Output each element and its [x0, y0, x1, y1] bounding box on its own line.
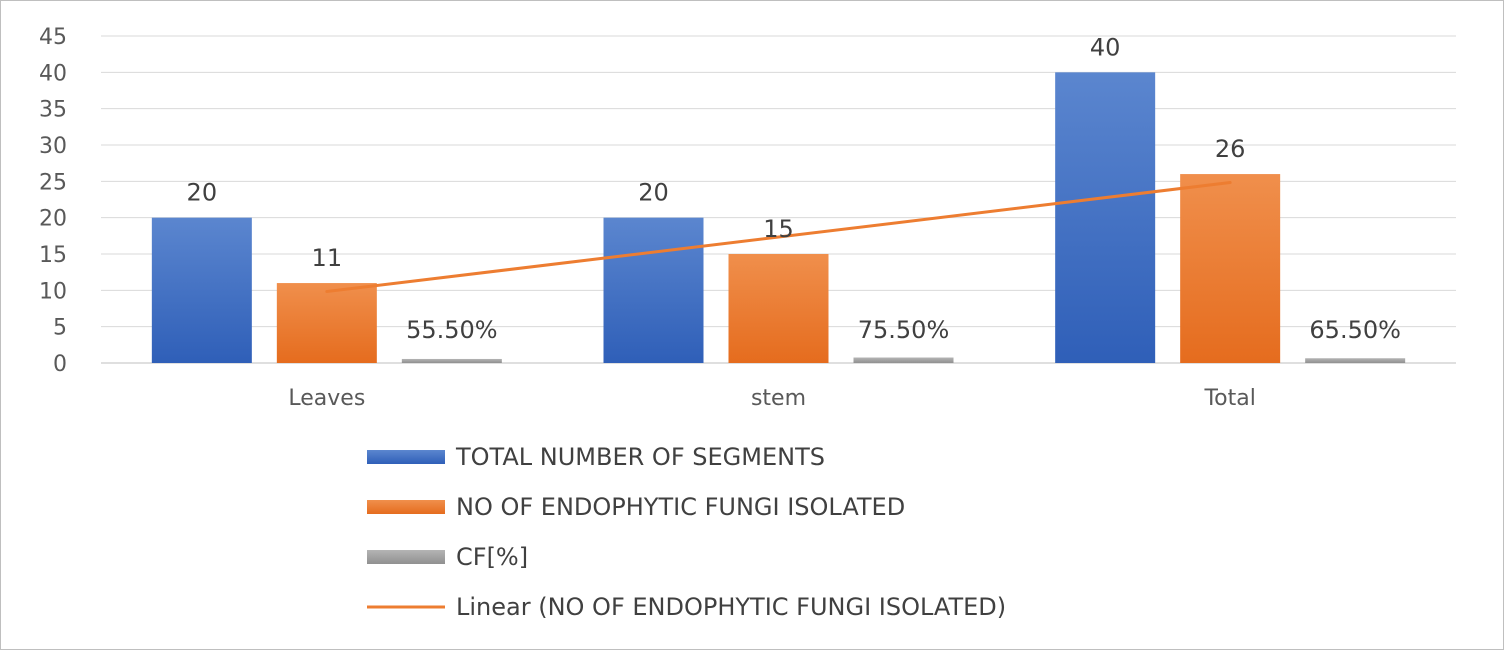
x-tick-label-leaves: Leaves: [288, 386, 365, 411]
x-axis-category-labels: Leaves stem Total: [288, 386, 1255, 411]
y-tick-label-0: 0: [53, 352, 67, 377]
bar-cf-stem: [853, 357, 954, 363]
data-label-no-of-endophytic-fungi-isolated-leaves: 11: [312, 244, 343, 272]
legend-label-3: CF[%]: [456, 543, 528, 571]
legend-label-2: NO OF ENDOPHYTIC FUNGI ISOLATED: [456, 493, 905, 521]
y-tick-label-35: 35: [39, 98, 67, 123]
y-tick-label-25: 25: [39, 170, 67, 195]
legend: TOTAL NUMBER OF SEGMENTS NO OF ENDOPHYTIC…: [367, 443, 1006, 621]
y-tick-label-10: 10: [39, 279, 67, 304]
y-tick-label-20: 20: [39, 207, 67, 232]
bar-total-number-of-segments-total: [1055, 72, 1156, 363]
data-labels: 20 11 55.50% 20 15 75.50% 40 26 65.50%: [187, 33, 1401, 344]
data-label-total-number-of-segments-stem: 20: [638, 179, 669, 207]
bars: [151, 72, 1406, 363]
x-tick-label-stem: stem: [751, 386, 806, 411]
y-tick-label-40: 40: [39, 61, 67, 86]
legend-label-trendline: Linear (NO OF ENDOPHYTIC FUNGI ISOLATED): [456, 593, 1006, 621]
data-label-no-of-endophytic-fungi-isolated-total: 26: [1215, 135, 1246, 163]
y-tick-label-15: 15: [39, 243, 67, 268]
bar-total-number-of-segments-leaves: [151, 217, 252, 363]
bar-total-number-of-segments-stem: [603, 217, 704, 363]
bar-cf-total: [1305, 358, 1406, 363]
data-label-cf-stem: 75.50%: [858, 316, 950, 344]
bar-no-of-endophytic-fungi-isolated-stem: [728, 254, 829, 363]
x-tick-label-total: Total: [1203, 386, 1255, 411]
data-label-total-number-of-segments-leaves: 20: [187, 179, 218, 207]
y-tick-label-5: 5: [53, 316, 67, 341]
trendline-layer: [325, 181, 1232, 294]
data-label-cf-total: 65.50%: [1309, 316, 1401, 344]
legend-label-1: TOTAL NUMBER OF SEGMENTS: [455, 443, 825, 471]
y-tick-label-45: 45: [39, 25, 67, 50]
bar-cf-leaves: [401, 358, 502, 363]
legend-swatch-2: [367, 500, 445, 514]
legend-swatch-1: [367, 450, 445, 464]
bar-no-of-endophytic-fungi-isolated-total: [1180, 174, 1281, 363]
data-label-cf-leaves: 55.50%: [406, 316, 498, 344]
data-label-no-of-endophytic-fungi-isolated-stem: 15: [763, 215, 794, 243]
bar-no-of-endophytic-fungi-isolated-leaves: [276, 283, 377, 363]
data-label-total-number-of-segments-total: 40: [1090, 33, 1121, 61]
y-tick-label-30: 30: [39, 134, 67, 159]
trendline: [325, 181, 1232, 294]
y-axis-tick-labels: 0 5 10 15 20 25 30 35 40 45: [39, 25, 67, 377]
legend-swatch-3: [367, 550, 445, 564]
